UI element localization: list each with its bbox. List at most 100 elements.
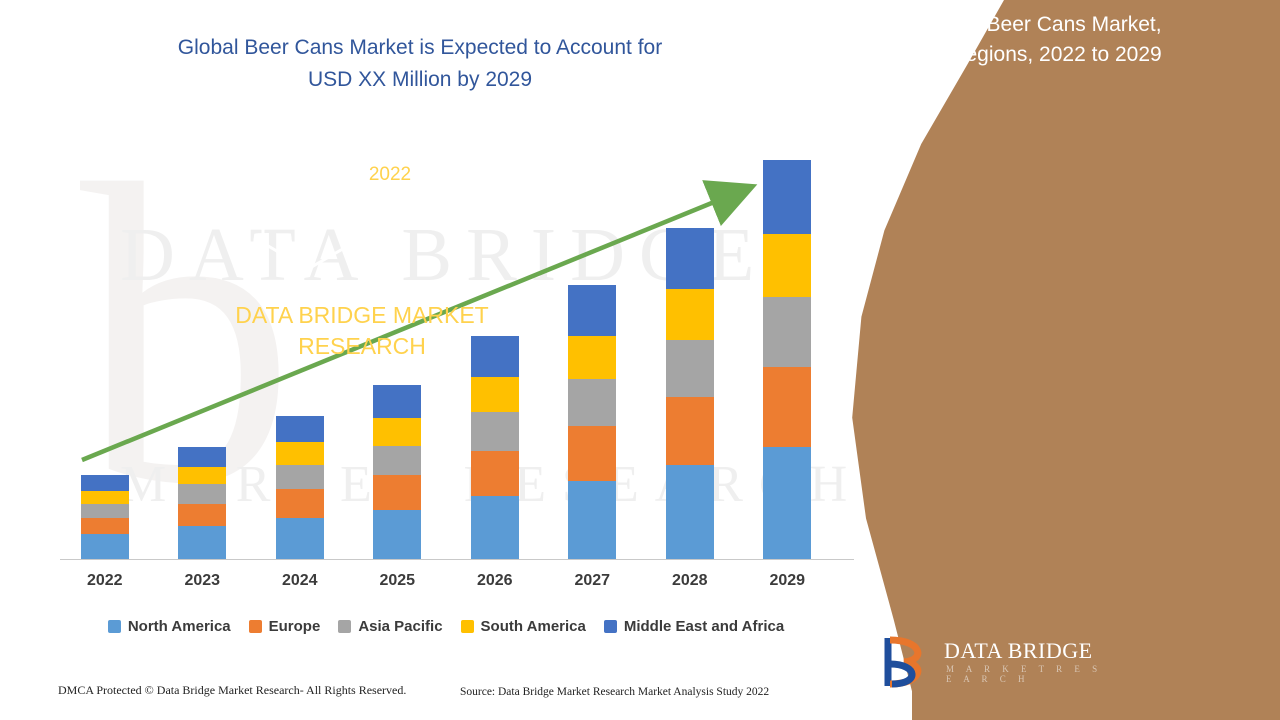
page-title: Global Beer Cans Market is Expected to A… xyxy=(60,32,780,96)
chart-legend: North America Europe Asia Pacific South Ame… xyxy=(56,618,836,635)
page-title-line1: Global Beer Cans Market is Expected to A… xyxy=(177,36,663,59)
hexagon-2029-label: 2029 xyxy=(286,206,330,227)
x-axis-label: 2026 xyxy=(476,572,513,589)
legend-label: Asia Pacific xyxy=(358,618,443,635)
bar-segment xyxy=(665,289,714,341)
legend-item[interactable]: South America xyxy=(460,618,586,635)
x-axis-label: 2028 xyxy=(671,572,708,589)
bar-segment xyxy=(373,417,422,446)
x-axis-label: 2027 xyxy=(574,572,611,589)
bar-segment xyxy=(568,426,617,482)
db-mark-icon xyxy=(884,636,922,688)
stacked-bar xyxy=(373,385,422,559)
bar-segment xyxy=(568,285,617,337)
panel-title-line2: By Regions, 2022 to 2029 xyxy=(920,43,1162,66)
legend-swatch xyxy=(460,620,474,633)
x-axis-label: 2022 xyxy=(86,572,123,589)
data-bridge-logo: DATA BRIDGE M A R K E T R E S E A R C H xyxy=(878,634,1108,694)
bar-segment xyxy=(275,464,324,490)
bar-segment xyxy=(568,481,617,559)
brand-name: DATA BRIDGE MARKET RESEARCH xyxy=(212,300,512,362)
bar-segment xyxy=(80,475,129,491)
legend-label: Middle East and Africa xyxy=(623,618,785,635)
x-axis-label: 2029 xyxy=(769,572,806,589)
legend-label: Europe xyxy=(268,618,321,635)
bar-segment xyxy=(763,446,812,559)
bar-segment xyxy=(178,467,227,485)
stacked-bar xyxy=(763,160,812,559)
bar-segment xyxy=(178,446,227,467)
legend-item[interactable]: Middle East and Africa xyxy=(603,618,785,635)
bar-segment xyxy=(665,227,714,290)
legend-label: South America xyxy=(480,618,586,635)
bar-segment xyxy=(178,526,227,559)
legend-item[interactable]: North America xyxy=(107,618,231,635)
bar-segment xyxy=(80,503,129,519)
bar-segment xyxy=(763,297,812,367)
stacked-bar-chart xyxy=(56,150,854,560)
stacked-bar xyxy=(275,415,324,559)
x-axis-label: 2025 xyxy=(379,572,416,589)
x-axis-labels: 2022 2023 2024 2025 2026 2027 2028 2029 xyxy=(56,572,836,590)
x-axis-label: 2024 xyxy=(281,572,318,589)
brand-line2: RESEARCH xyxy=(298,333,426,359)
bar-segment xyxy=(178,484,227,504)
brand-line1: DATA BRIDGE MARKET xyxy=(235,302,489,328)
logo-name: DATA BRIDGE xyxy=(944,638,1093,663)
panel-title-line1: Global Beer Cans Market, xyxy=(920,13,1162,36)
bar-segment xyxy=(665,397,714,465)
stacked-bar xyxy=(665,227,714,559)
hexagon-2022-label: 2022 xyxy=(368,164,412,185)
hexagon-outline-icon xyxy=(343,121,437,229)
legend-item[interactable]: Asia Pacific xyxy=(338,618,443,635)
bar-segment xyxy=(665,464,714,559)
bar-column xyxy=(544,285,642,559)
logo-tagline: M A R K E T R E S E A R C H xyxy=(946,664,1103,684)
hexagon-outline-icon xyxy=(261,163,355,271)
stacked-bar xyxy=(568,285,617,559)
bar-segment xyxy=(178,503,227,527)
bar-segment xyxy=(373,445,422,476)
panel-title: Global Beer Cans Market, By Regions, 202… xyxy=(920,0,1250,70)
bar-column xyxy=(154,446,252,559)
legend-swatch xyxy=(603,620,617,633)
bar-segment xyxy=(275,489,324,519)
bar-segment xyxy=(470,377,519,412)
legend-swatch xyxy=(107,620,121,633)
legend-swatch xyxy=(248,620,262,633)
stacked-bar xyxy=(80,475,129,559)
bar-segment xyxy=(80,534,129,559)
copyright-text: DMCA Protected © Data Bridge Market Rese… xyxy=(58,683,407,697)
bar-segment xyxy=(275,415,324,443)
bar-column xyxy=(446,336,544,559)
right-brand-panel xyxy=(852,0,1280,720)
bar-segment xyxy=(763,366,812,447)
bar-segment xyxy=(80,490,129,504)
page-title-line2: USD XX Million by 2029 xyxy=(307,68,533,91)
source-text: Source: Data Bridge Market Research Mark… xyxy=(460,686,770,698)
bar-segment xyxy=(275,518,324,559)
bar-segment xyxy=(275,442,324,465)
stacked-bar xyxy=(178,446,227,559)
bar-segment xyxy=(470,411,519,451)
bar-segment xyxy=(568,336,617,380)
bar-segment xyxy=(763,160,812,234)
bar-segment xyxy=(373,509,422,559)
bar-segment xyxy=(470,450,519,496)
bar-segment xyxy=(373,475,422,510)
bar-segment xyxy=(470,495,519,559)
bar-segment xyxy=(763,233,812,298)
bar-column xyxy=(349,385,447,559)
legend-label: North America xyxy=(127,618,231,635)
hexagon-2029: 2029 xyxy=(260,162,356,272)
legend-item[interactable]: Europe xyxy=(248,618,321,635)
hexagon-2022: 2022 xyxy=(342,120,438,230)
legend-swatch xyxy=(338,620,352,633)
bar-segment xyxy=(373,385,422,418)
bar-column xyxy=(641,227,739,559)
stacked-bar xyxy=(470,336,519,559)
bar-column xyxy=(739,160,837,559)
bar-column xyxy=(251,415,349,559)
bar-segment xyxy=(80,518,129,535)
